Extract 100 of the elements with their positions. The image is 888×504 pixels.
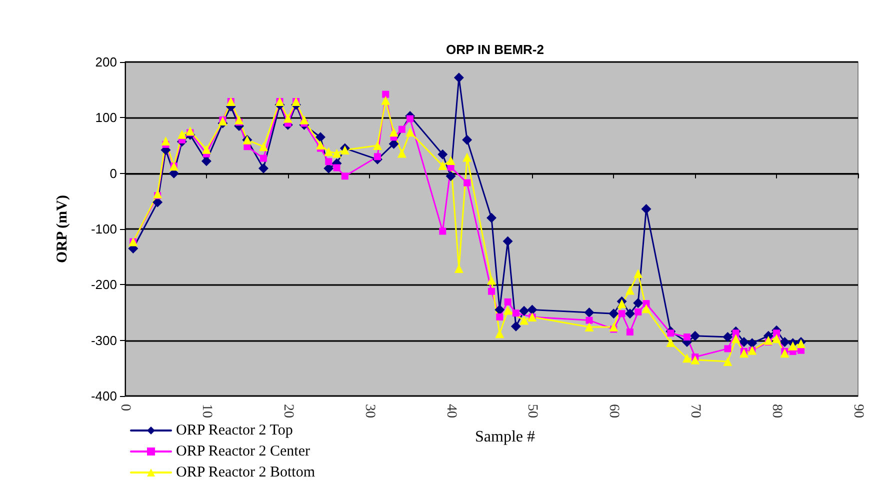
point bbox=[333, 164, 340, 172]
point bbox=[642, 304, 651, 314]
point bbox=[381, 96, 390, 105]
point bbox=[153, 189, 162, 198]
point bbox=[406, 128, 415, 137]
x-tick-label: 50 bbox=[524, 404, 540, 418]
point bbox=[382, 90, 390, 98]
y-tick-label: 0 bbox=[110, 166, 117, 181]
point bbox=[731, 334, 740, 344]
point bbox=[502, 236, 513, 246]
x-tick-label: 60 bbox=[606, 404, 622, 418]
point bbox=[464, 179, 471, 186]
x-tick-label: 90 bbox=[850, 404, 866, 418]
point bbox=[666, 338, 676, 348]
point bbox=[586, 316, 593, 324]
point bbox=[780, 337, 790, 348]
point bbox=[608, 308, 619, 319]
x-tick-label: 80 bbox=[769, 404, 784, 418]
legend-label: ORP Reactor 2 Bottom bbox=[176, 464, 316, 480]
point bbox=[527, 304, 538, 315]
point bbox=[624, 308, 635, 319]
point bbox=[690, 330, 700, 341]
point bbox=[682, 354, 692, 363]
point bbox=[519, 306, 530, 316]
x-tick-label: 0 bbox=[118, 404, 132, 411]
y-axis-title: ORP (mV) bbox=[54, 195, 70, 263]
y-tick-label: -300 bbox=[90, 332, 117, 348]
point bbox=[178, 130, 187, 139]
point bbox=[332, 148, 342, 158]
point bbox=[486, 212, 496, 223]
point bbox=[520, 316, 529, 325]
y-tick-label: -200 bbox=[90, 277, 117, 292]
point bbox=[161, 136, 170, 146]
point bbox=[773, 330, 780, 337]
y-tick-label: 100 bbox=[95, 110, 117, 126]
point bbox=[446, 156, 456, 166]
point bbox=[634, 269, 643, 278]
point bbox=[372, 141, 382, 150]
x-tick-label: 20 bbox=[280, 404, 296, 418]
point bbox=[723, 356, 732, 366]
point bbox=[315, 132, 326, 142]
y-tick-label: -100 bbox=[90, 222, 117, 236]
point bbox=[747, 338, 758, 348]
point bbox=[487, 276, 496, 285]
point bbox=[202, 144, 211, 154]
point bbox=[454, 72, 464, 83]
point bbox=[738, 337, 749, 348]
point bbox=[316, 140, 325, 150]
x-axis-title: Sample # bbox=[475, 428, 535, 446]
point bbox=[283, 114, 292, 123]
point bbox=[438, 149, 448, 160]
point bbox=[584, 308, 594, 318]
point bbox=[667, 330, 674, 337]
point bbox=[642, 300, 650, 308]
point bbox=[584, 322, 594, 332]
point bbox=[732, 330, 740, 337]
point bbox=[446, 171, 456, 182]
point bbox=[260, 154, 267, 162]
point bbox=[510, 321, 521, 332]
y-tick-label: -400 bbox=[90, 388, 117, 404]
point bbox=[772, 334, 782, 344]
point bbox=[234, 115, 244, 124]
point bbox=[325, 158, 332, 166]
point bbox=[512, 310, 520, 317]
point bbox=[488, 288, 495, 295]
point bbox=[626, 328, 634, 336]
point bbox=[439, 228, 446, 235]
point bbox=[739, 348, 748, 358]
point bbox=[618, 310, 626, 318]
point bbox=[300, 115, 309, 124]
point bbox=[504, 298, 512, 306]
point bbox=[617, 299, 626, 308]
point bbox=[462, 152, 472, 162]
x-tick-label: 40 bbox=[443, 404, 458, 418]
point bbox=[503, 306, 512, 315]
point bbox=[780, 348, 790, 358]
point bbox=[641, 204, 652, 214]
point bbox=[724, 345, 732, 352]
point bbox=[258, 163, 268, 174]
x-tick-label: 70 bbox=[688, 404, 703, 418]
point bbox=[186, 126, 195, 136]
point bbox=[683, 333, 690, 340]
point bbox=[609, 322, 618, 332]
point bbox=[218, 116, 228, 126]
point bbox=[406, 115, 414, 122]
point bbox=[374, 153, 381, 160]
point bbox=[634, 308, 642, 316]
point bbox=[764, 336, 773, 345]
point bbox=[788, 341, 798, 350]
y-tick-label: 200 bbox=[95, 54, 117, 70]
point bbox=[341, 172, 348, 180]
point bbox=[494, 304, 505, 315]
point bbox=[438, 161, 448, 170]
point bbox=[397, 148, 406, 158]
legend-label: ORP Reactor 2 Center bbox=[176, 444, 310, 460]
point bbox=[722, 332, 733, 342]
point bbox=[398, 126, 406, 133]
point bbox=[324, 147, 334, 156]
point bbox=[625, 286, 634, 295]
point bbox=[496, 313, 504, 320]
